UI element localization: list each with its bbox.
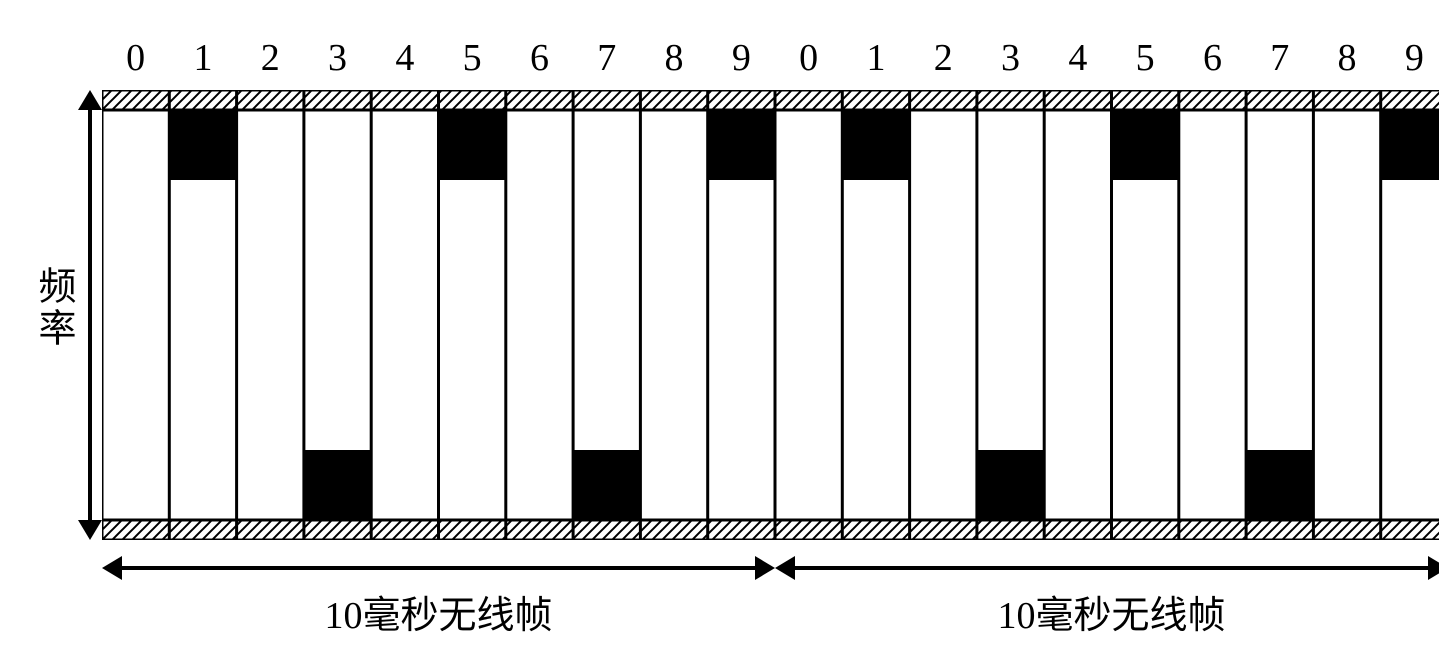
resource-block <box>1381 110 1439 180</box>
frame-caption: 10毫秒无线帧 <box>775 584 1439 639</box>
column-label: 3 <box>977 36 1044 80</box>
frame-span-line <box>122 566 755 570</box>
resource-block <box>439 110 506 180</box>
column-label: 8 <box>1313 36 1380 80</box>
column-label: 4 <box>371 36 438 80</box>
column-label: 6 <box>506 36 573 80</box>
column-label: 0 <box>775 36 842 80</box>
arrow-down-icon <box>78 520 102 540</box>
resource-block <box>169 110 236 180</box>
column-label: 3 <box>304 36 371 80</box>
y-axis-label: 频率 <box>26 266 81 350</box>
resource-block <box>842 110 909 180</box>
arrow-right-icon <box>1428 556 1439 580</box>
y-axis-arrow-line <box>88 110 92 520</box>
column-label: 4 <box>1044 36 1111 80</box>
column-label: 5 <box>439 36 506 80</box>
resource-block <box>708 110 775 180</box>
column-label: 7 <box>1246 36 1313 80</box>
column-label: 6 <box>1179 36 1246 80</box>
column-label: 9 <box>708 36 775 80</box>
resource-block <box>1112 110 1179 180</box>
column-label: 5 <box>1112 36 1179 80</box>
resource-block <box>1246 450 1313 520</box>
diagram-container: 01234567890123456789频率10毫秒无线帧10毫秒无线帧 <box>20 20 1439 640</box>
column-label: 1 <box>169 36 236 80</box>
column-label: 2 <box>237 36 304 80</box>
frame-caption: 10毫秒无线帧 <box>102 584 775 639</box>
resource-block <box>573 450 640 520</box>
arrow-up-icon <box>78 90 102 110</box>
column-label: 2 <box>910 36 977 80</box>
column-label: 8 <box>640 36 707 80</box>
column-label: 9 <box>1381 36 1439 80</box>
column-label: 7 <box>573 36 640 80</box>
frame-grid <box>102 90 1439 540</box>
frame-span-line <box>795 566 1428 570</box>
resource-block <box>977 450 1044 520</box>
arrow-left-icon <box>775 556 795 580</box>
column-label: 0 <box>102 36 169 80</box>
arrow-right-icon <box>755 556 775 580</box>
resource-block <box>304 450 371 520</box>
column-label: 1 <box>842 36 909 80</box>
arrow-left-icon <box>102 556 122 580</box>
